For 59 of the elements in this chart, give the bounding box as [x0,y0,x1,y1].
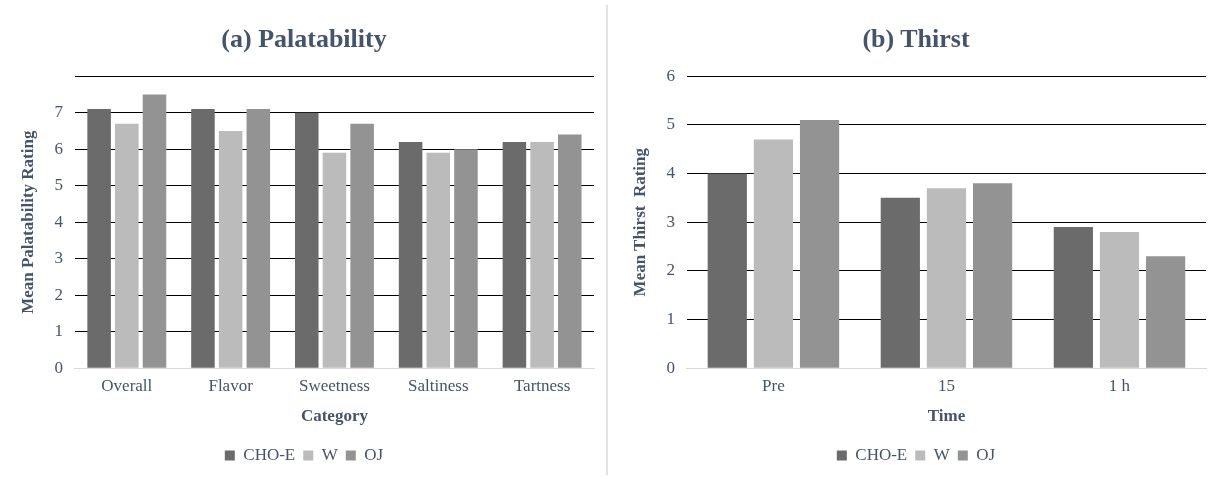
legend-label: CHO-E [243,444,296,464]
x-tick-label: 15 [937,375,955,395]
legend-label: W [933,444,951,464]
x-axis-title: Time [927,406,966,426]
bar [218,130,243,368]
x-tick-label: Flavor [208,375,254,395]
bar [880,197,920,368]
y-tick-label: 2 [666,260,675,280]
bar [753,139,794,368]
x-axis-title: Category [300,406,369,426]
x-tick-label: Sweetness [299,375,370,395]
y-tick-label: 5 [54,175,63,195]
x-tick-label: 1 h [1108,375,1131,395]
x-tick-label: Saltiness [408,375,469,395]
y-axis-title: Mean Thirst Rating [629,147,649,297]
bar [1146,256,1186,368]
y-tick-label: 0 [54,357,63,377]
x-tick-label: Tartness [513,375,571,395]
bar [926,188,967,368]
bar [707,173,747,368]
bar [350,123,374,368]
y-tick-label: 6 [54,138,63,158]
y-tick-label: 3 [666,211,675,231]
bar [1099,231,1140,368]
bar [502,141,527,368]
bar [530,141,554,368]
legend-label: W [321,444,339,464]
y-tick-label: 1 [54,321,63,341]
y-tick-label: 4 [54,211,64,231]
bar [142,94,167,368]
legend-label: OJ [976,444,996,464]
legend-label: CHO-E [855,444,908,464]
y-tick-label: 3 [54,248,63,268]
bar [322,152,347,368]
bar [115,123,139,368]
bar [191,109,215,368]
y-tick-label: 6 [666,65,675,85]
y-tick-label: 1 [666,309,675,328]
bar [799,120,840,368]
chart-title: (a) Palatability [221,24,387,54]
bar [1053,227,1093,368]
bar [972,183,1013,368]
bar [454,149,478,368]
y-tick-label: 7 [54,102,64,122]
x-tick-label: Pre [762,375,785,395]
x-tick-label: Overall [101,375,153,395]
y-axis-title: Mean Palatability Rating [17,130,37,314]
y-tick-label: 0 [666,357,675,377]
bar [426,152,451,368]
chart-title: (b) Thirst [862,24,970,54]
bar [246,109,271,368]
bar [295,112,319,368]
bar [398,141,423,368]
y-tick-label: 2 [54,284,63,304]
legend-label: OJ [364,444,384,464]
bar [87,109,111,368]
bar [558,134,582,368]
y-tick-label: 4 [666,163,676,182]
y-tick-label: 5 [666,114,675,134]
